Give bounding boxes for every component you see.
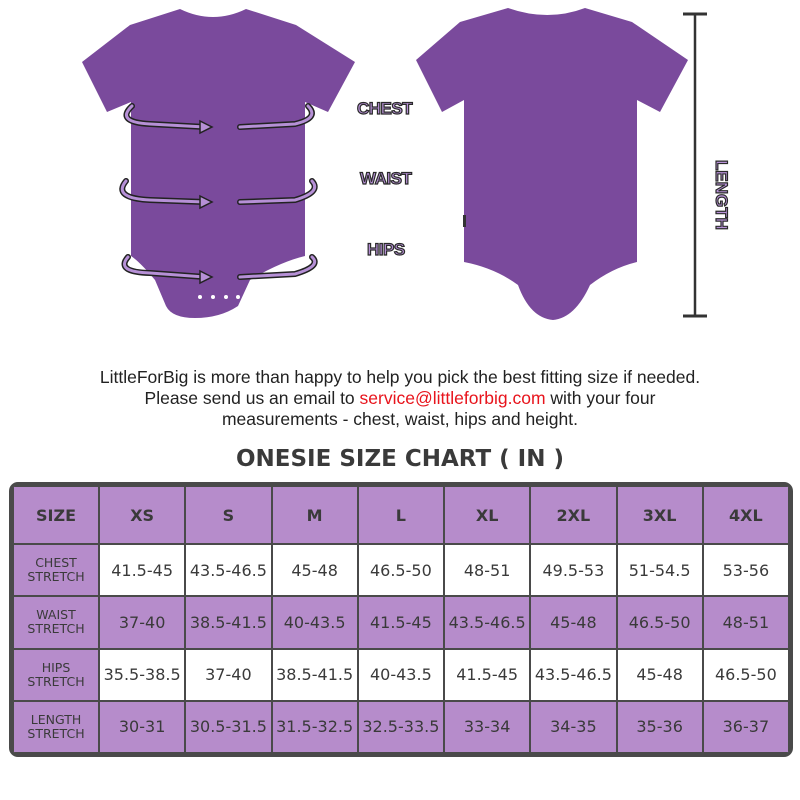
row-label-text: STRETCH: [27, 725, 85, 741]
size-header: M: [270, 485, 359, 545]
hips-label: HIPS: [366, 239, 405, 259]
intro-text: LittleForBig is more than happy to help …: [0, 367, 800, 430]
table-cell: 38.5-41.5: [270, 647, 359, 702]
table-cell: 46.5-50: [615, 595, 704, 650]
table-cell: 38.5-41.5: [184, 595, 273, 650]
intro-line-2-start: Please send us an email to: [144, 388, 360, 408]
onesie-front: [82, 9, 355, 318]
table-cell: 37-40: [97, 595, 187, 650]
size-header: 4XL: [701, 485, 790, 545]
length-label: LENGTH: [711, 159, 731, 230]
table-cell: 41.5-45: [356, 595, 446, 650]
onesie-back: [416, 8, 688, 320]
table-cell: 43.5-46.5: [184, 542, 273, 598]
row-label-text: STRETCH: [27, 673, 85, 689]
length-indicator: [683, 12, 707, 318]
table-cell: 43.5-46.5: [529, 647, 618, 702]
row-label-text: LENGTH: [30, 711, 82, 727]
intro-line-1: LittleForBig is more than happy to help …: [99, 367, 701, 387]
size-header: XL: [442, 485, 532, 545]
email-link[interactable]: service@littleforbig.com: [359, 388, 546, 408]
row-label: WAIST STRETCH: [12, 595, 100, 650]
table-cell: 30-31: [97, 699, 187, 754]
table-cell: 49.5-53: [529, 542, 618, 598]
table-row: HIPS STRETCH 35.5-38.5 37-40 38.5-41.5 40-43.…: [12, 647, 790, 702]
size-table: SIZE XS S M L XL 2XL 3XL 4XL CHEST STRETCH 41.5-45 4…: [9, 482, 793, 757]
table-cell: 31.5-32.5: [270, 699, 359, 754]
table-cell: 46.5-50: [701, 647, 790, 702]
size-column-header: SIZE: [12, 485, 100, 545]
table-cell: 45-48: [270, 542, 359, 598]
table-cell: 53-56: [701, 542, 790, 598]
row-label-text: HIPS: [41, 659, 71, 675]
onesie-illustration: [82, 8, 707, 320]
row-label: LENGTH STRETCH: [12, 699, 100, 754]
table-cell: 30.5-31.5: [184, 699, 273, 754]
table-cell: 32.5-33.5: [356, 699, 446, 754]
table-row: WAIST STRETCH 37-40 38.5-41.5 40-43.5 41.5-45…: [12, 595, 790, 650]
table-cell: 35.5-38.5: [97, 647, 187, 702]
table-cell: 40-43.5: [356, 647, 446, 702]
table-cell: 33-34: [442, 699, 532, 754]
waist-label: WAIST: [359, 168, 412, 188]
row-label-text: STRETCH: [27, 621, 85, 637]
table-cell: 45-48: [615, 647, 704, 702]
table-row: CHEST STRETCH 41.5-45 43.5-46.5 45-48 46.5-50…: [12, 542, 790, 598]
size-header: L: [356, 485, 446, 545]
table-cell: 45-48: [529, 595, 618, 650]
chest-label: CHEST: [356, 98, 413, 118]
table-cell: 51-54.5: [615, 542, 704, 598]
measurement-arrows: [119, 103, 318, 285]
table-cell: 41.5-45: [97, 542, 187, 598]
table-cell: 34-35: [529, 699, 618, 754]
table-cell: 48-51: [701, 595, 790, 650]
row-label-text: STRETCH: [27, 569, 85, 585]
table-cell: 35-36: [615, 699, 704, 754]
chart-title: ONESIE SIZE CHART ( IN ): [235, 446, 565, 472]
table-cell: 46.5-50: [356, 542, 446, 598]
table-row: LENGTH STRETCH 30-31 30.5-31.5 31.5-32.5 32.5…: [12, 699, 790, 754]
table-cell: 36-37: [701, 699, 790, 754]
table-cell: 40-43.5: [270, 595, 359, 650]
table-cell: 41.5-45: [442, 647, 532, 702]
table-cell: 37-40: [184, 647, 273, 702]
size-header: 3XL: [615, 485, 704, 545]
row-label-text: WAIST: [36, 607, 76, 623]
row-label-text: CHEST: [35, 555, 77, 571]
header-row: SIZE XS S M L XL 2XL 3XL 4XL: [12, 485, 790, 545]
intro-line-2-end: with your four: [545, 388, 656, 408]
size-header: 2XL: [529, 485, 618, 545]
intro-line-3: measurements - chest, waist, hips and he…: [221, 409, 578, 429]
table-cell: 43.5-46.5: [442, 595, 532, 650]
size-header: S: [184, 485, 273, 545]
size-header: XS: [97, 485, 187, 545]
row-label: CHEST STRETCH: [12, 542, 100, 598]
intro-line-2: Please send us an email to service@littl…: [0, 388, 800, 409]
row-label: HIPS STRETCH: [12, 647, 100, 702]
table-cell: 48-51: [442, 542, 532, 598]
